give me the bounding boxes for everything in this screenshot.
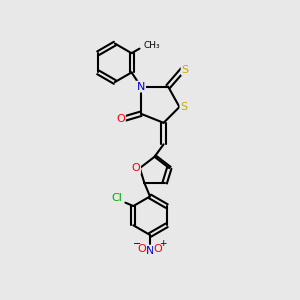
Text: O: O <box>131 163 140 173</box>
Text: +: + <box>159 239 166 248</box>
Text: O: O <box>154 244 162 254</box>
Text: S: S <box>182 64 189 75</box>
Text: O: O <box>138 244 146 254</box>
Text: N: N <box>146 246 154 256</box>
Text: CH₃: CH₃ <box>144 41 160 50</box>
Text: S: S <box>180 102 188 112</box>
Text: Cl: Cl <box>112 193 122 203</box>
Text: O: O <box>116 114 125 124</box>
Text: N: N <box>137 82 145 92</box>
Text: −: − <box>134 239 142 249</box>
